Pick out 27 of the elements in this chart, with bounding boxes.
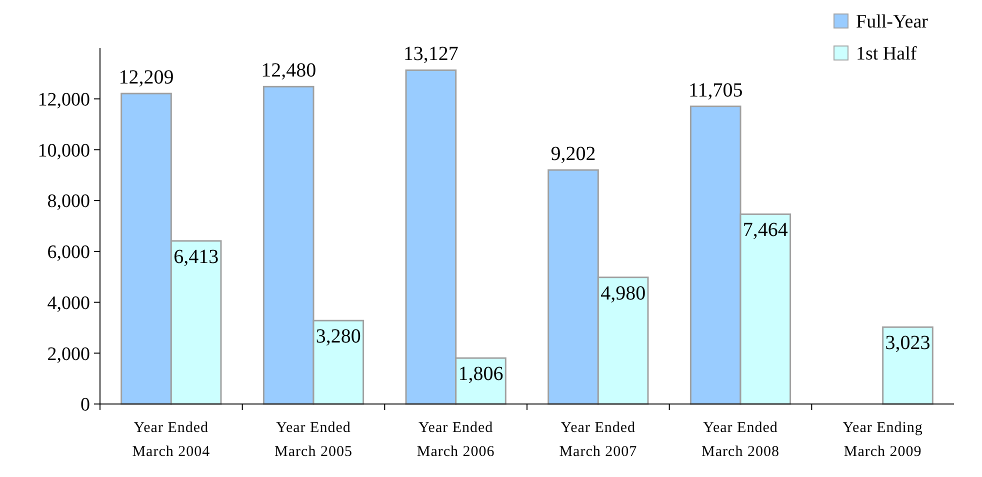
y-tick-label: 2,000 — [47, 344, 90, 365]
y-tick-label: 8,000 — [47, 191, 90, 212]
y-tick-label: 12,000 — [38, 90, 90, 111]
x-tick-label: Year Ended March 2006 — [416, 420, 495, 460]
data-label: 13,127 — [403, 43, 458, 66]
data-label: 11,705 — [688, 79, 743, 102]
y-tick-label: 10,000 — [38, 140, 90, 162]
data-label: 7,464 — [742, 219, 788, 242]
x-tick-label: Year Ended March 2005 — [274, 420, 352, 460]
legend-label: Full-Year — [856, 12, 929, 33]
data-label: 3,280 — [316, 326, 361, 348]
data-label: 3,023 — [885, 332, 930, 354]
data-label: 1,806 — [458, 363, 504, 386]
y-tick-label: 4,000 — [47, 292, 90, 314]
data-label: 4,980 — [600, 282, 646, 304]
y-tick-label: 6,000 — [47, 242, 90, 264]
x-tick-label: Year Ended March 2007 — [559, 420, 638, 460]
x-tick-label: Year Ended March 2004 — [132, 420, 210, 460]
legend-label: 1st Half — [856, 44, 918, 65]
data-label: 12,209 — [118, 66, 174, 89]
data-label: 12,480 — [261, 60, 316, 82]
y-tick-label: 0 — [80, 394, 90, 416]
data-label: 6,413 — [174, 246, 219, 268]
x-tick-label: Year Ending March 2009 — [842, 420, 923, 460]
x-tick-label: Year Ended March 2008 — [702, 420, 780, 460]
data-label: 9,202 — [550, 143, 596, 166]
bar — [882, 326, 934, 405]
